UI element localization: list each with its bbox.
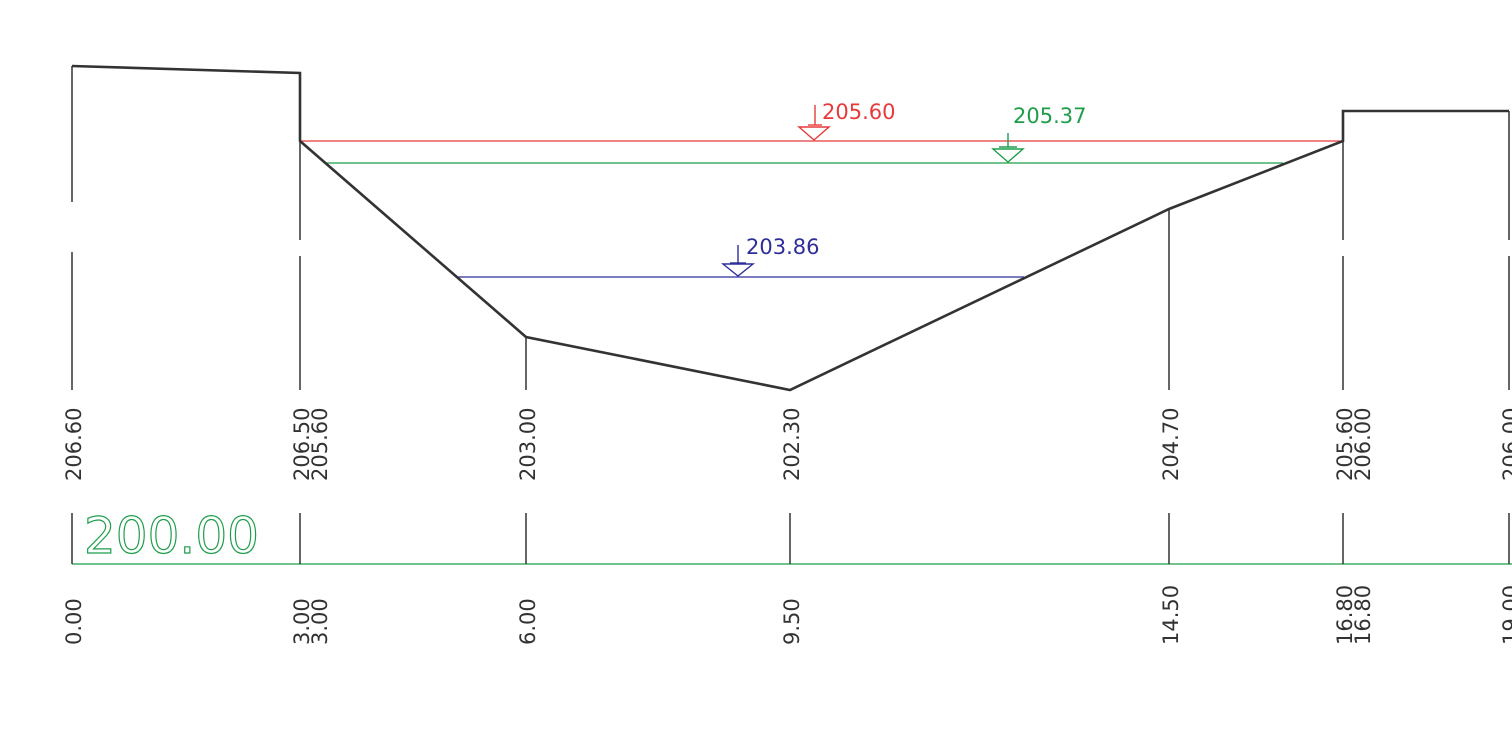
water-level-marker-max: 205.60 [797, 100, 895, 141]
elevation-label: 203.00 [516, 408, 540, 481]
distance-labels: 0.00 3.00 3.00 6.00 9.50 14.50 16.80 16.… [62, 585, 1512, 645]
distance-label: 3.00 [290, 598, 314, 645]
elevation-label: 206.00 [1499, 408, 1512, 481]
elevation-label: 204.70 [1159, 408, 1183, 481]
station-ticks [71, 513, 1510, 564]
distance-label: 16.80 [1351, 585, 1375, 645]
distance-label: 0.00 [62, 598, 86, 645]
elevation-label: 206.50 [290, 408, 314, 481]
distance-label: 9.50 [780, 598, 804, 645]
distance-label: 19.00 [1499, 585, 1512, 645]
terrain-profile [71, 64, 1509, 392]
elevation-labels: 206.60 206.50 205.60 203.00 202.30 204.7… [62, 408, 1512, 481]
elevation-label: 206.00 [1351, 408, 1375, 481]
water-level-marker-low: 203.86 [721, 235, 819, 277]
water-level-label: 205.60 [822, 100, 895, 124]
water-level-symbol-icon [797, 105, 831, 141]
station-verticals-upper [71, 66, 1510, 390]
elevation-label: 206.60 [62, 408, 86, 481]
distance-label: 3.00 [308, 598, 332, 645]
datum-label: 200.00 [84, 507, 259, 565]
distance-label: 16.80 [1333, 585, 1357, 645]
elevation-label: 205.60 [1333, 408, 1357, 481]
water-level-label: 203.86 [746, 235, 819, 259]
water-level-symbol-icon [991, 133, 1025, 163]
water-level-symbol-icon [721, 245, 755, 277]
elevation-label: 205.60 [308, 408, 332, 481]
elevation-label: 202.30 [780, 408, 804, 481]
distance-label: 6.00 [516, 598, 540, 645]
distance-label: 14.50 [1159, 585, 1183, 645]
water-level-label: 205.37 [1013, 104, 1086, 128]
water-level-marker-design: 205.37 [991, 104, 1086, 163]
